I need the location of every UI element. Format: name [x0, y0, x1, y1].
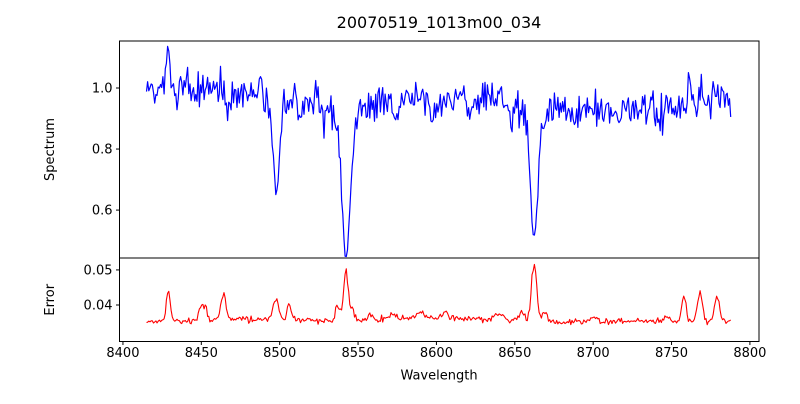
y-axis-label-spectrum: Spectrum [43, 118, 58, 181]
x-tick-label: 8650 [498, 346, 531, 361]
y-axis-label-error: Error [43, 283, 58, 315]
y-tick-label: 1.0 [92, 82, 113, 97]
x-tick-label: 8750 [655, 346, 688, 361]
error-y-axis-ticks: 0.05 0.04 [84, 263, 120, 314]
error-panel-frame [119, 257, 760, 342]
error-line [146, 263, 732, 326]
plot-frame [119, 40, 760, 342]
spectrum-line [145, 45, 732, 258]
x-tick-label: 8600 [420, 346, 453, 361]
chart-title: 20070519_1013m00_034 [337, 13, 542, 33]
x-axis-label: Wavelength [400, 369, 477, 384]
x-axis-ticks: 8400 8450 8500 8550 8600 8650 8700 8750 8800 [106, 341, 766, 361]
x-tick-label: 8800 [733, 346, 766, 361]
x-tick-label: 8500 [263, 346, 296, 361]
y-tick-label: 0.04 [84, 299, 113, 314]
spectrum-panel-frame [119, 40, 760, 259]
y-tick-label: 0.6 [92, 204, 113, 219]
x-tick-label: 8400 [106, 346, 139, 361]
spectrum-y-axis-ticks: 1.0 0.8 0.6 [92, 82, 120, 219]
x-tick-label: 8550 [342, 346, 375, 361]
x-tick-label: 8700 [577, 346, 610, 361]
y-tick-label: 0.8 [92, 143, 113, 158]
y-tick-label: 0.05 [84, 263, 113, 278]
x-tick-label: 8450 [185, 346, 218, 361]
